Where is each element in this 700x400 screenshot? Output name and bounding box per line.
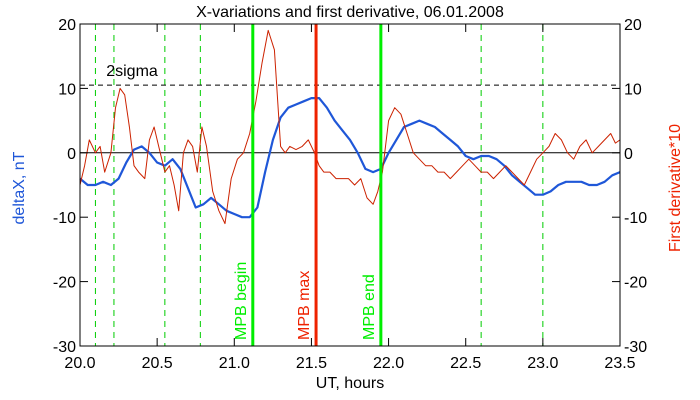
derivative-series-line <box>79 29 621 225</box>
x-tick-label: 22.0 <box>373 355 404 372</box>
x-tick-label: 23.5 <box>604 355 635 372</box>
y-tick-label-left: 10 <box>58 81 76 98</box>
x-tick-label: 22.5 <box>450 355 481 372</box>
y-tick-label-left: -10 <box>53 210 76 227</box>
y-tick-label-left: 0 <box>67 146 76 163</box>
y-tick-label-right: -10 <box>624 210 647 227</box>
x-tick-label: 20.0 <box>64 355 95 372</box>
chart-title: X-variations and first derivative, 06.01… <box>196 4 504 21</box>
x-tick-label: 21.0 <box>219 355 250 372</box>
y-tick-label-left: -30 <box>53 339 76 356</box>
y-tick-label-right: -30 <box>624 339 647 356</box>
plot-frame <box>79 23 621 347</box>
y-tick-label-left: 20 <box>58 17 76 34</box>
x-tick-label: 21.5 <box>296 355 327 372</box>
x-axis-label: UT, hours <box>316 375 384 392</box>
y-axis-label-left: deltaX, nT <box>11 151 28 224</box>
plot-area: 2sigma MPB begin MPB max MPB end 20.0 20.5 21.… <box>53 17 647 372</box>
y-axis-label-right: First derivative*10 <box>667 124 684 252</box>
y-tick-label-left: -20 <box>53 275 76 292</box>
y-tick-label-right: 10 <box>624 81 642 98</box>
x-tick-label: 20.5 <box>142 355 173 372</box>
marker-label: MPB max <box>296 271 313 340</box>
y-tick-label-right: 20 <box>624 17 642 34</box>
y-tick-label-right: 0 <box>624 146 633 163</box>
marker-label: MPB begin <box>233 262 250 340</box>
sigma-label: 2sigma <box>106 63 158 80</box>
deltax-series-line <box>79 96 621 219</box>
marker-label: MPB end <box>361 274 378 340</box>
y-tick-label-right: -20 <box>624 275 647 292</box>
x-tick-label: 23.0 <box>527 355 558 372</box>
